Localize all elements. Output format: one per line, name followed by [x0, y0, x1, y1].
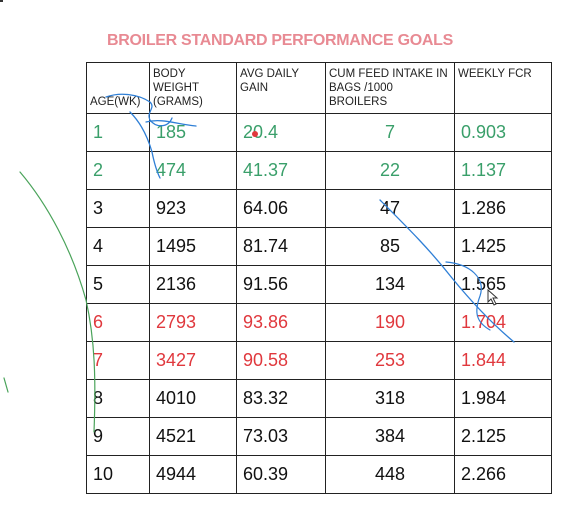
avg-daily-gain-cell: 73.03 [236, 417, 326, 456]
table-row: 5 2136 91.56 134 1.565 [86, 265, 552, 304]
avg-daily-gain-cell: 20.4 [236, 113, 326, 152]
cum-feed-cell: 85 [325, 227, 455, 266]
header-weekly-fcr: WEEKLY FCR [454, 62, 552, 114]
body-weight-cell: 474 [149, 151, 237, 190]
fcr-cell: 1.286 [454, 189, 552, 228]
age-cell: 4 [86, 227, 150, 266]
fcr-cell: 0.903 [454, 113, 552, 152]
avg-daily-gain-cell: 60.39 [236, 455, 326, 494]
avg-daily-gain-cell: 41.37 [236, 151, 326, 190]
avg-daily-gain-cell: 64.06 [236, 189, 326, 228]
table-row: 1 185 20.4 7 0.903 [86, 113, 552, 152]
body-weight-cell: 3427 [149, 341, 237, 380]
age-cell: 7 [86, 341, 150, 380]
avg-daily-gain-cell: 81.74 [236, 227, 326, 266]
cum-feed-cell: 384 [325, 417, 455, 456]
age-cell: 3 [86, 189, 150, 228]
avg-daily-gain-cell: 83.32 [236, 379, 326, 418]
body-weight-cell: 2136 [149, 265, 237, 304]
table-row: 8 4010 83.32 318 1.984 [86, 379, 552, 418]
page-title: BROILER STANDARD PERFORMANCE GOALS [107, 32, 453, 49]
fcr-cell: 2.266 [454, 455, 552, 494]
fcr-cell: 1.565 [454, 265, 552, 304]
table-row: 3 923 64.06 47 1.286 [86, 189, 552, 228]
age-cell: 8 [86, 379, 150, 418]
header-body-weight: BODY WEIGHT (GRAMS) [149, 62, 237, 114]
age-cell: 1 [86, 113, 150, 152]
fcr-cell: 1.425 [454, 227, 552, 266]
avg-daily-gain-cell: 93.86 [236, 303, 326, 342]
cum-feed-cell: 22 [325, 151, 455, 190]
body-weight-cell: 185 [149, 113, 237, 152]
table-row: 6 2793 93.86 190 1.704 [86, 303, 552, 342]
ink-stroke-green-left [19, 171, 96, 433]
table-row: 10 4944 60.39 448 2.266 [86, 455, 552, 494]
fcr-cell: 2.125 [454, 417, 552, 456]
body-weight-cell: 923 [149, 189, 237, 228]
body-weight-cell: 2793 [149, 303, 237, 342]
fcr-cell: 1.704 [454, 303, 552, 342]
avg-daily-gain-cell: 90.58 [236, 341, 326, 380]
age-cell: 2 [86, 151, 150, 190]
fcr-cell: 1.844 [454, 341, 552, 380]
body-weight-cell: 4521 [149, 417, 237, 456]
age-cell: 6 [86, 303, 150, 342]
cum-feed-cell: 47 [325, 189, 455, 228]
fcr-cell: 1.137 [454, 151, 552, 190]
cum-feed-cell: 134 [325, 265, 455, 304]
corner-mark [0, 0, 3, 2]
cum-feed-cell: 253 [325, 341, 455, 380]
age-cell: 5 [86, 265, 150, 304]
avg-daily-gain-cell: 91.56 [236, 265, 326, 304]
cum-feed-cell: 190 [325, 303, 455, 342]
body-weight-cell: 4944 [149, 455, 237, 494]
table-row: 2 474 41.37 22 1.137 [86, 151, 552, 190]
table-row: 7 3427 90.58 253 1.844 [86, 341, 552, 380]
table-row: 9 4521 73.03 384 2.125 [86, 417, 552, 456]
cum-feed-cell: 318 [325, 379, 455, 418]
table-row: 4 1495 81.74 85 1.425 [86, 227, 552, 266]
header-age: AGE(WK) [86, 62, 150, 114]
cum-feed-cell: 448 [325, 455, 455, 494]
age-cell: 9 [86, 417, 150, 456]
cum-feed-cell: 7 [325, 113, 455, 152]
performance-table: AGE(WK) BODY WEIGHT (GRAMS) AVG DAILY GA… [86, 62, 552, 494]
header-row: AGE(WK) BODY WEIGHT (GRAMS) AVG DAILY GA… [86, 62, 552, 114]
fcr-cell: 1.984 [454, 379, 552, 418]
ink-stroke-green-short [3, 377, 9, 393]
header-cum-feed-intake: CUM FEED INTAKE IN BAGS /1000 BROILERS [325, 62, 455, 114]
header-avg-daily-gain: AVG DAILY GAIN [236, 62, 326, 114]
age-cell: 10 [86, 455, 150, 494]
body-weight-cell: 4010 [149, 379, 237, 418]
body-weight-cell: 1495 [149, 227, 237, 266]
